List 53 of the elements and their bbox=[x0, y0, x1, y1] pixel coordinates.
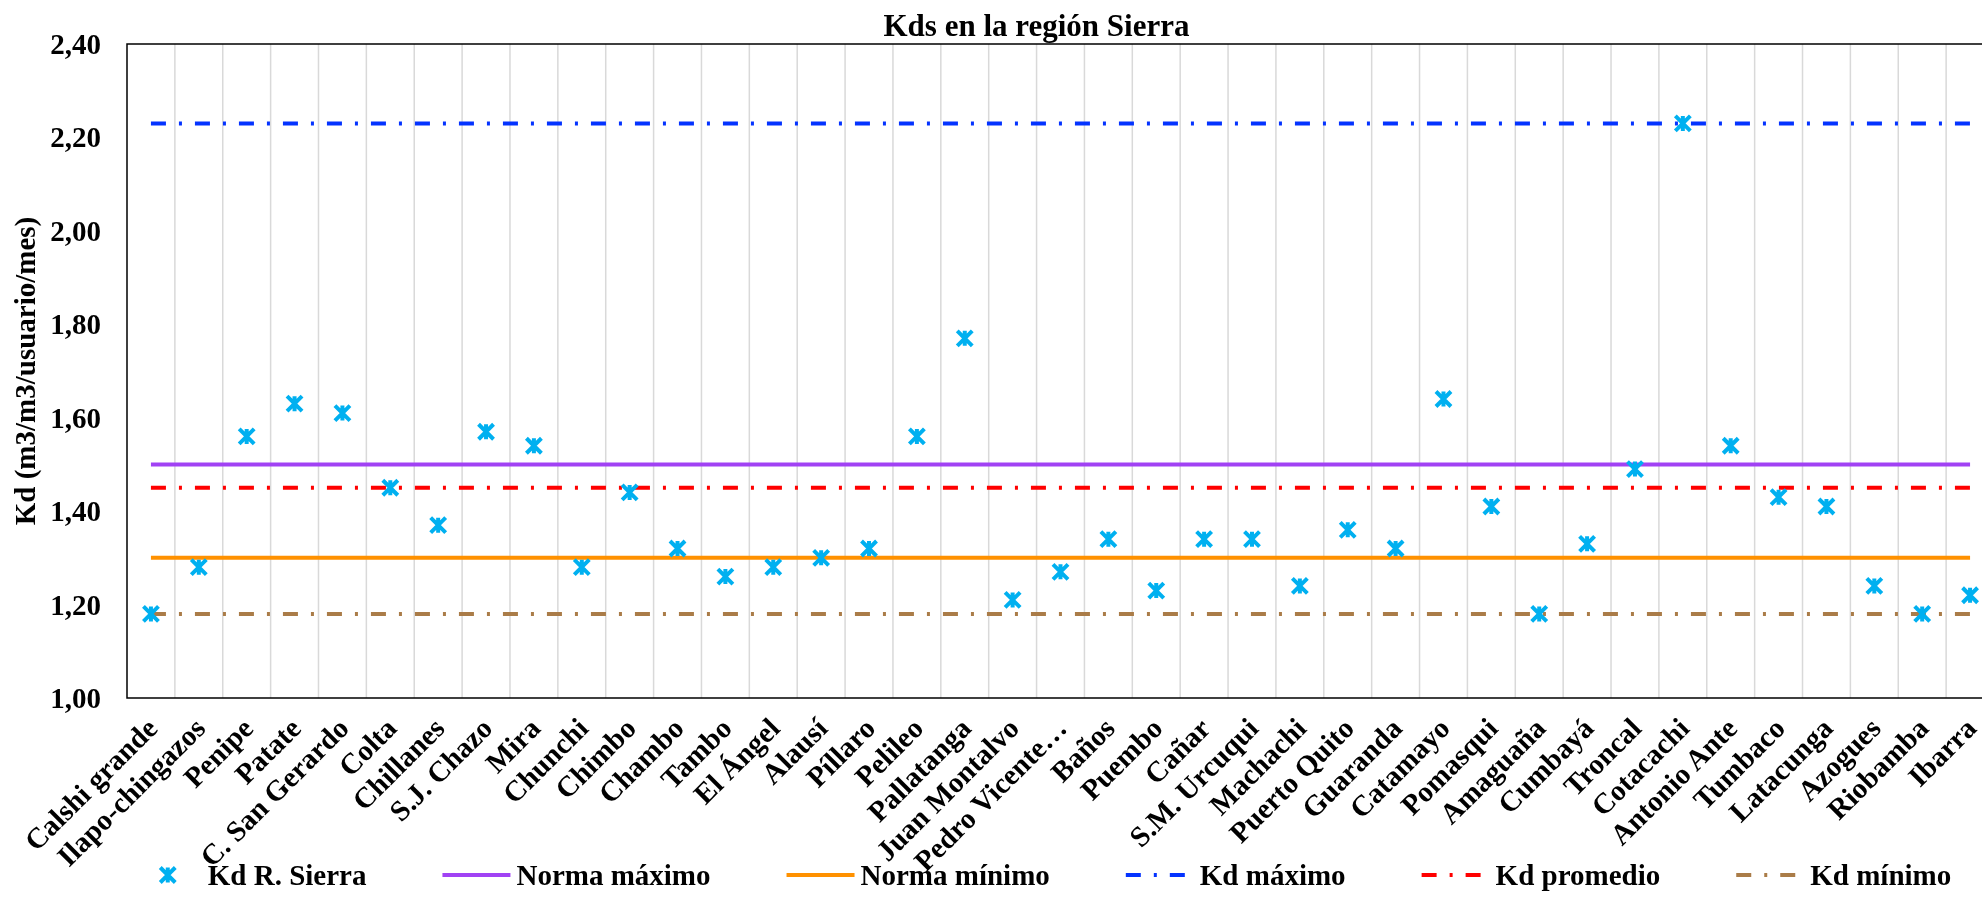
point bbox=[1816, 496, 1836, 516]
legend-label: Kd máximo bbox=[1199, 859, 1346, 891]
y-tick-label: 1,80 bbox=[50, 308, 101, 341]
point bbox=[141, 604, 161, 624]
point bbox=[1577, 534, 1597, 554]
point bbox=[955, 328, 975, 348]
point bbox=[1290, 576, 1310, 596]
point bbox=[332, 403, 352, 423]
point bbox=[1864, 576, 1884, 596]
y-axis-title: Kd (m3/m3/usuario/mes) bbox=[9, 216, 42, 526]
y-tick-label: 1,60 bbox=[50, 401, 101, 434]
point bbox=[763, 557, 783, 577]
point bbox=[1481, 496, 1501, 516]
point bbox=[1194, 529, 1214, 549]
legend-label: Kd mínimo bbox=[1810, 859, 1952, 891]
point bbox=[1003, 590, 1023, 610]
point bbox=[1386, 539, 1406, 559]
point bbox=[428, 515, 448, 535]
point bbox=[1625, 459, 1645, 479]
y-tick-label: 1,00 bbox=[50, 682, 101, 714]
point bbox=[715, 567, 735, 587]
point bbox=[1051, 562, 1070, 582]
legend-label: Kd promedio bbox=[1495, 859, 1661, 891]
point bbox=[1769, 487, 1789, 507]
point bbox=[1433, 389, 1453, 409]
y-tick-label: 2,00 bbox=[50, 214, 101, 247]
point bbox=[1673, 113, 1693, 133]
point bbox=[285, 394, 305, 414]
y-tick-label: 2,20 bbox=[50, 121, 101, 154]
point bbox=[476, 422, 496, 442]
point bbox=[1529, 604, 1549, 624]
point bbox=[620, 482, 640, 502]
chart-title: Kds en la región Sierra bbox=[883, 8, 1190, 43]
point bbox=[907, 426, 927, 446]
point bbox=[572, 557, 592, 577]
point bbox=[1960, 585, 1980, 605]
y-tick-label: 2,40 bbox=[50, 28, 101, 60]
point bbox=[1242, 529, 1262, 549]
y-tick-label: 1,20 bbox=[50, 588, 101, 621]
point bbox=[668, 539, 688, 559]
point bbox=[1338, 520, 1358, 540]
point bbox=[1721, 436, 1741, 456]
point bbox=[380, 478, 400, 498]
point bbox=[1098, 529, 1118, 549]
legend-label: Norma máximo bbox=[516, 859, 711, 891]
point bbox=[1146, 581, 1166, 601]
point bbox=[1912, 604, 1932, 624]
point bbox=[859, 539, 879, 559]
point bbox=[237, 426, 257, 446]
point bbox=[524, 436, 544, 456]
point bbox=[811, 548, 831, 568]
y-tick-label: 1,40 bbox=[50, 495, 101, 528]
point bbox=[189, 557, 209, 577]
